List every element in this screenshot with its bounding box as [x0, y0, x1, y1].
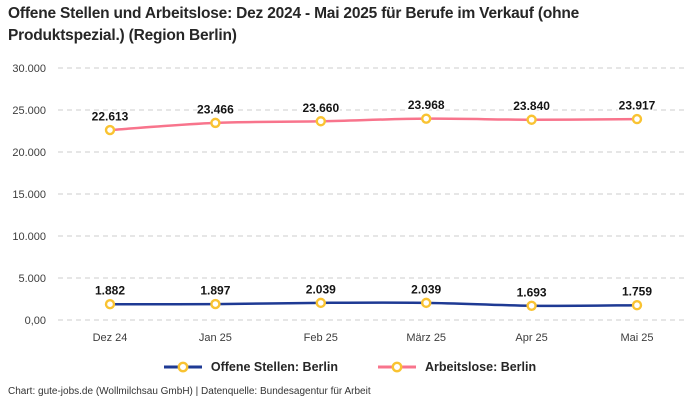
data-point-label: 1.693 — [517, 285, 547, 299]
data-point-label: 1.897 — [200, 284, 230, 298]
data-point-marker — [526, 114, 537, 125]
data-point-label: 23.660 — [302, 101, 339, 115]
data-point-marker — [315, 116, 326, 127]
data-point-marker — [421, 113, 432, 124]
data-point-marker — [210, 117, 221, 129]
data-point-label: 1.759 — [622, 285, 652, 299]
data-point-label: 1.882 — [95, 284, 125, 298]
y-axis-tick-label: 25.000 — [12, 105, 46, 117]
series-line — [108, 301, 639, 308]
data-point-label: 23.466 — [197, 102, 234, 116]
data-point-label: 2.039 — [411, 282, 441, 296]
data-point-marker — [315, 297, 326, 309]
legend-label: Offene Stellen: Berlin — [210, 360, 338, 374]
x-axis-tick-label: März 25 — [406, 332, 446, 344]
y-axis-tick-label: 0,00 — [25, 315, 46, 327]
x-axis-tick-label: Jan 25 — [199, 332, 232, 344]
legend-item[interactable]: Arbeitslose: Berlin — [377, 360, 537, 374]
y-axis-tick-label: 20.000 — [12, 147, 46, 159]
data-point-marker — [631, 300, 643, 311]
legend-label: Arbeitslose: Berlin — [424, 360, 537, 374]
chart-title: Offene Stellen und Arbeitslose: Dez 2024… — [8, 5, 580, 44]
x-axis-tick-label: Dez 24 — [93, 332, 128, 344]
chart-footer: Chart: gute-jobs.de (Wollmilchsau GmbH) … — [8, 386, 371, 397]
data-point-marker — [104, 298, 116, 310]
line-chart: 0,00 5.000 10.000 15.000 20.000 25.000 30.000 D… — [12, 63, 684, 344]
data-point-marker — [526, 300, 537, 311]
data-point-marker — [104, 124, 116, 136]
x-axis-tick-label: Feb 25 — [304, 332, 338, 344]
legend-marker-icon — [377, 361, 416, 373]
series-line — [108, 117, 639, 132]
data-point-marker — [421, 297, 432, 309]
y-axis-tick-label: 10.000 — [12, 231, 46, 243]
y-axis-tick-label: 30.000 — [12, 63, 46, 75]
data-point-label: 22.613 — [92, 110, 129, 124]
data-point-label: 23.840 — [513, 99, 550, 113]
x-axis-tick-label: Apr 25 — [515, 332, 547, 344]
data-point-marker — [210, 298, 221, 310]
data-point-marker — [631, 113, 643, 125]
y-axis-tick-label: 5.000 — [18, 273, 46, 285]
legend-marker-icon — [163, 361, 202, 373]
y-axis-tick-label: 15.000 — [12, 189, 46, 201]
x-axis-tick-label: Mai 25 — [620, 332, 653, 344]
data-point-label: 2.039 — [306, 282, 336, 296]
data-point-label: 23.968 — [408, 98, 445, 112]
legend-item[interactable]: Offene Stellen: Berlin — [163, 360, 338, 374]
data-point-label: 23.917 — [619, 99, 656, 113]
chart-legend: Offene Stellen: Berlin Arbeitslose: Berli… — [0, 360, 700, 374]
